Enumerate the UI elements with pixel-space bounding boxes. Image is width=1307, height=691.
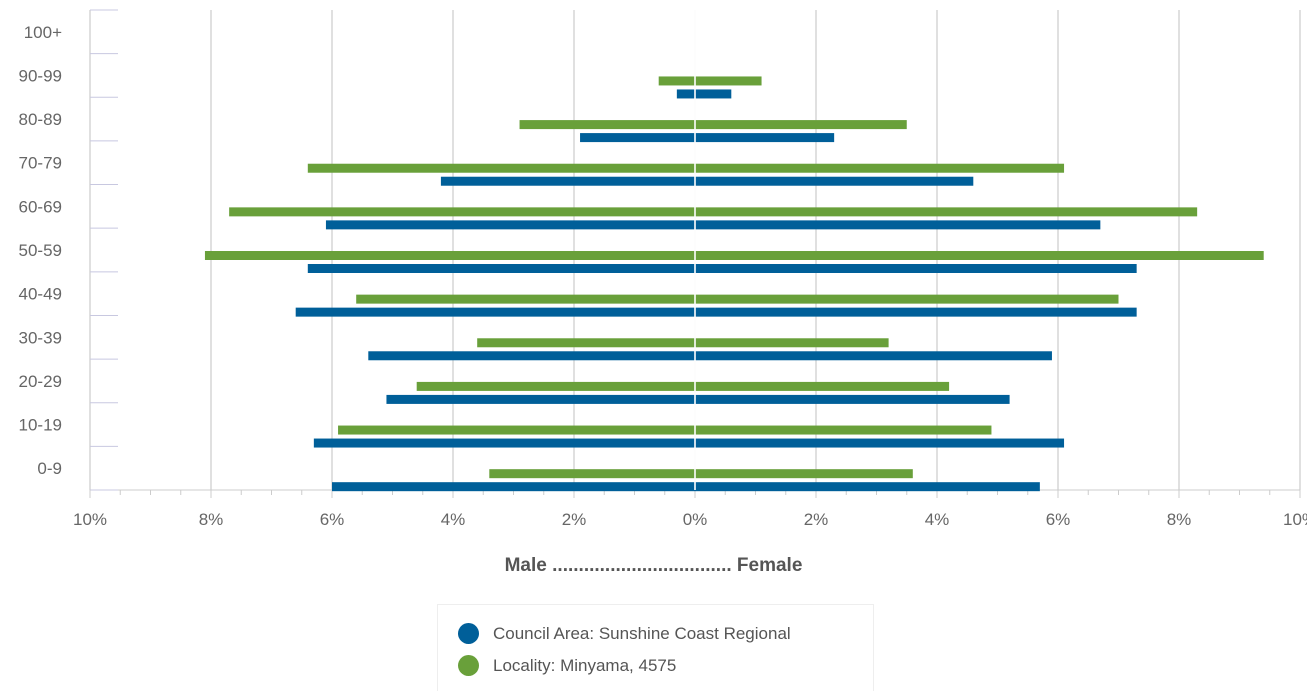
male-label: Male [504, 555, 547, 576]
x-tick-label: 2% [562, 510, 587, 529]
bar-male-40-49-series-1[interactable] [356, 294, 695, 304]
legend-dot-council [458, 623, 479, 644]
y-tick-label: 20-29 [19, 372, 62, 391]
y-tick-label: 90-99 [19, 66, 62, 85]
bar-male-10-19-series-1[interactable] [338, 425, 695, 435]
bar-male-90-99-series-1[interactable] [658, 76, 695, 86]
bars [204, 10, 1264, 492]
y-tick-label: 10-19 [19, 416, 62, 435]
x-tick-labels: 10% 8% 6% 4% 2% 0% 2% 4% 6% 8% 10% [73, 510, 1307, 529]
bar-male-10-19-series-0[interactable] [313, 438, 695, 448]
x-tick-label: 8% [199, 510, 224, 529]
bar-male-20-29-series-1[interactable] [416, 381, 695, 391]
legend-item-council[interactable]: Council Area: Sunshine Coast Regional [458, 623, 791, 644]
bar-male-70-79-series-1[interactable] [307, 163, 695, 173]
bar-female-0-9-series-0[interactable] [695, 482, 1040, 492]
x-tick-label: 8% [1167, 510, 1192, 529]
bar-female-10-19-series-0[interactable] [695, 438, 1065, 448]
bar-female-90-99-series-1[interactable] [695, 76, 762, 86]
bar-male-70-79-series-0[interactable] [440, 176, 695, 186]
x-tick-label: 4% [441, 510, 466, 529]
x-tick-label: 0% [683, 510, 708, 529]
gender-caption: Male .................................. … [0, 555, 1307, 577]
bar-female-80-89-series-1[interactable] [695, 120, 907, 130]
x-tick-label: 6% [1046, 510, 1071, 529]
dots-separator: .................................. [552, 555, 732, 576]
x-tick-label: 10% [73, 510, 107, 529]
bar-female-20-29-series-1[interactable] [695, 381, 950, 391]
y-tick-label: 80-89 [19, 110, 62, 129]
bar-female-60-69-series-0[interactable] [695, 220, 1101, 230]
y-tick-labels: 0-9 10-19 20-29 30-39 40-49 50-59 60-69 70-79 80… [19, 23, 63, 478]
bar-male-30-39-series-1[interactable] [477, 338, 695, 348]
x-tick-label: 10% [1283, 510, 1307, 529]
bar-female-60-69-series-1[interactable] [695, 207, 1198, 217]
legend-label-locality: Locality: Minyama, 4575 [493, 655, 677, 675]
y-tick-label: 0-9 [37, 459, 62, 478]
x-tick-label: 6% [320, 510, 345, 529]
bar-female-80-89-series-0[interactable] [695, 133, 835, 143]
y-tick-label: 40-49 [19, 285, 62, 304]
bar-female-30-39-series-1[interactable] [695, 338, 889, 348]
bar-male-50-59-series-1[interactable] [204, 251, 695, 260]
legend-label-council: Council Area: Sunshine Coast Regional [493, 623, 791, 643]
bar-male-90-99-series-0[interactable] [676, 89, 695, 99]
bar-male-80-89-series-0[interactable] [580, 133, 695, 143]
bar-female-40-49-series-1[interactable] [695, 294, 1119, 304]
legend: Council Area: Sunshine Coast Regional Lo… [437, 604, 874, 691]
y-tick-label: 50-59 [19, 241, 62, 260]
bar-female-40-49-series-0[interactable] [695, 307, 1137, 317]
bar-male-50-59-series-0[interactable] [307, 264, 695, 273]
legend-dot-locality [458, 655, 479, 676]
bar-male-80-89-series-1[interactable] [519, 120, 695, 130]
bar-female-90-99-series-0[interactable] [695, 89, 732, 99]
female-label: Female [736, 555, 803, 576]
bar-female-20-29-series-0[interactable] [695, 394, 1010, 404]
bar-male-60-69-series-0[interactable] [325, 220, 695, 230]
x-tick-label: 4% [925, 510, 950, 529]
bar-female-70-79-series-1[interactable] [695, 163, 1065, 173]
bar-female-50-59-series-1[interactable] [695, 251, 1264, 260]
legend-item-locality[interactable]: Locality: Minyama, 4575 [458, 655, 676, 676]
bar-male-0-9-series-1[interactable] [489, 469, 695, 479]
bar-female-50-59-series-0[interactable] [695, 264, 1137, 273]
bar-male-20-29-series-0[interactable] [386, 394, 695, 404]
bar-female-70-79-series-0[interactable] [695, 176, 974, 186]
bar-male-0-9-series-0[interactable] [332, 482, 695, 492]
bar-male-30-39-series-0[interactable] [368, 351, 695, 361]
y-tick-label: 30-39 [19, 328, 62, 347]
y-tick-label: 60-69 [19, 197, 62, 216]
bar-female-30-39-series-0[interactable] [695, 351, 1052, 361]
bar-female-10-19-series-1[interactable] [695, 425, 992, 435]
bar-male-60-69-series-1[interactable] [229, 207, 695, 217]
bar-female-0-9-series-1[interactable] [695, 469, 913, 479]
y-tick-label: 70-79 [19, 154, 62, 173]
bar-male-40-49-series-0[interactable] [295, 307, 695, 317]
y-tick-label: 100+ [24, 23, 62, 42]
x-tick-label: 2% [804, 510, 829, 529]
